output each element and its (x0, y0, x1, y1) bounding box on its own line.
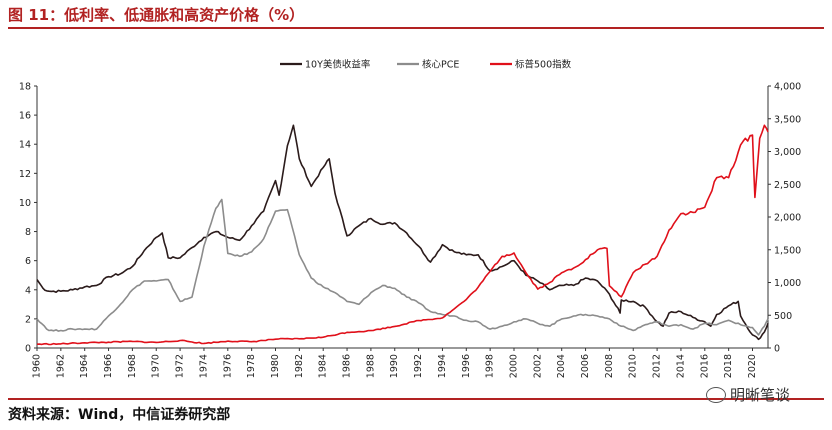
x-tick-label: 1996 (461, 354, 472, 378)
y-right-tick-label: 1,000 (774, 278, 801, 289)
x-tick-label: 2008 (604, 354, 615, 378)
sp500-line (36, 124, 769, 346)
y-left-tick-label: 18 (19, 82, 31, 93)
x-tick-label: 1984 (318, 354, 329, 378)
y-left-tick-label: 4 (25, 285, 31, 296)
x-tick-label: 1982 (294, 354, 305, 378)
x-tick-label: 2000 (508, 354, 519, 378)
legend-label: 标普500指数 (515, 59, 572, 71)
x-tick-label: 2020 (747, 354, 758, 378)
x-tick-label: 2018 (723, 354, 734, 378)
x-tick-label: 1972 (175, 354, 186, 378)
chart: 10Y美债收益率 核心PCE 标普500指数 0 2 4 6 8 10 12 14 16 18 0 500… (19, 59, 801, 379)
x-tick-label: 1990 (389, 354, 400, 378)
y-right-tick-label: 0 (774, 344, 780, 355)
x-tick-label: 2004 (556, 354, 567, 378)
chart-title: 图 11：低利率、低通胀和高资产价格（%） (8, 6, 305, 24)
x-tick-label: 2010 (628, 354, 639, 378)
x-tick-label: 1994 (437, 354, 448, 378)
y-left-tick-label: 12 (19, 169, 31, 180)
x-tick-label: 2006 (580, 354, 591, 378)
x-tick-label: 1974 (198, 354, 209, 378)
x-tick-label: 1966 (103, 354, 114, 378)
x-tick-label: 1962 (55, 354, 66, 378)
x-tick-label: 2014 (675, 354, 686, 378)
source-note: 资料来源：Wind，中信证券研究部 (8, 407, 231, 423)
y-right-tick-label: 2,500 (774, 180, 801, 191)
title-divider (8, 27, 824, 29)
watermark-text: 明晰笔谈 (730, 386, 791, 404)
y-right-tick-label: 500 (774, 311, 792, 322)
x-tick-label: 1986 (342, 354, 353, 378)
x-tick-label: 2002 (532, 354, 543, 378)
x-tick-label: 1968 (127, 354, 138, 378)
legend-label: 10Y美债收益率 (305, 59, 371, 71)
x-tick-label: 1964 (79, 354, 90, 378)
y-left-tick-label: 10 (19, 198, 31, 209)
y-right-tick-label: 2,000 (774, 213, 801, 224)
legend-item-sp500: 标普500指数 (490, 59, 572, 71)
x-tick-label: 1978 (246, 354, 257, 378)
pce-line (36, 198, 769, 336)
wechat-icon (706, 386, 726, 403)
x-tick-label: 1980 (270, 354, 281, 378)
legend-item-yield: 10Y美债收益率 (280, 59, 371, 71)
y-right-tick-label: 1,500 (774, 245, 801, 256)
y-left-tick-label: 14 (19, 140, 31, 151)
y-left-tick-label: 6 (25, 256, 31, 267)
footer-divider (8, 398, 824, 400)
x-tick-label: 1976 (222, 354, 233, 378)
x-tick-label: 2012 (652, 354, 663, 378)
x-tick-label: 1960 (32, 354, 43, 378)
x-tick-label: 1998 (485, 354, 496, 378)
watermark: 明晰笔谈 (706, 384, 790, 405)
y-left-tick-label: 16 (19, 111, 31, 122)
y-right-tick-label: 3,500 (774, 114, 801, 125)
y-left-tick-label: 0 (25, 344, 31, 355)
y-left-tick-label: 2 (25, 314, 31, 325)
yield-line (36, 124, 769, 341)
x-tick-label: 1988 (365, 354, 376, 378)
y-left-tick-label: 8 (25, 227, 31, 238)
y-right-tick-label: 3,000 (774, 147, 801, 158)
legend-label: 核心PCE (422, 59, 459, 71)
x-tick-label: 1992 (413, 354, 424, 378)
x-tick-label: 2016 (699, 354, 710, 378)
x-tick-label: 1970 (151, 354, 162, 378)
axes: 0 2 4 6 8 10 12 14 16 18 0 500 1,000 1,500 2,000 2,500 3… (19, 82, 801, 379)
legend: 10Y美债收益率 核心PCE 标普500指数 (280, 59, 572, 71)
y-right-tick-label: 4,000 (774, 82, 801, 93)
legend-item-pce: 核心PCE (397, 59, 459, 71)
plot-lines (36, 124, 769, 346)
